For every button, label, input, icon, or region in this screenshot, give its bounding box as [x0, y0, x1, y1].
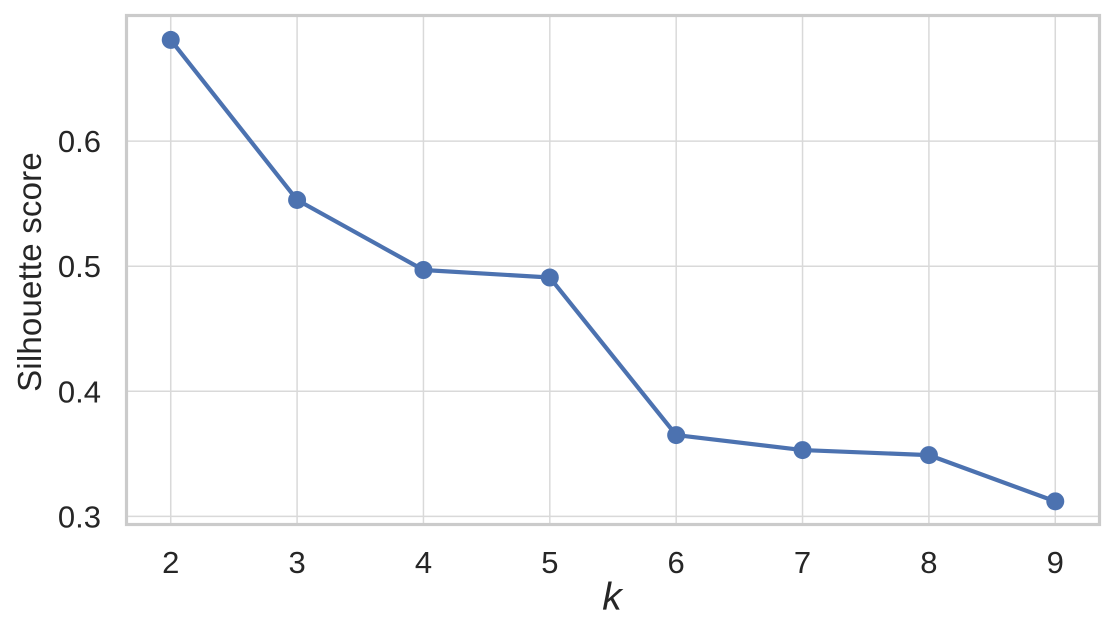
y-axis-label: Silhouette score	[11, 152, 48, 392]
data-point-marker	[1046, 492, 1065, 511]
y-tick-label: 0.4	[58, 374, 101, 409]
x-tick-label: 6	[668, 545, 685, 580]
series-line	[168, 37, 1058, 504]
x-tick-label: 3	[288, 545, 305, 580]
data-point-marker	[667, 426, 686, 445]
y-tick-label: 0.6	[58, 124, 101, 159]
data-point-marker	[919, 446, 938, 465]
x-tick-label: 9	[1047, 545, 1064, 580]
grid-layer	[126, 15, 1100, 525]
axes-spine	[124, 13, 1102, 527]
spine-layer	[124, 13, 1102, 527]
x-tick-label: 8	[920, 545, 937, 580]
y-tick-label: 0.3	[58, 499, 101, 534]
data-point-marker	[540, 268, 559, 287]
data-point-marker	[793, 441, 812, 460]
tick-layer: 2 3 4 5 6 7 8 9 0.3 0.4 0.5 0.6	[58, 124, 1064, 580]
data-point-marker	[414, 261, 433, 279]
series-layer	[161, 30, 1065, 511]
x-axis-label: k	[602, 576, 622, 619]
data-point-marker	[288, 190, 307, 209]
x-tick-label: 2	[162, 545, 179, 580]
y-tick-label: 0.5	[58, 249, 101, 284]
x-tick-label: 7	[794, 545, 811, 580]
x-tick-label: 5	[541, 545, 558, 580]
x-tick-label: 4	[415, 545, 432, 580]
data-point-marker	[161, 30, 180, 49]
